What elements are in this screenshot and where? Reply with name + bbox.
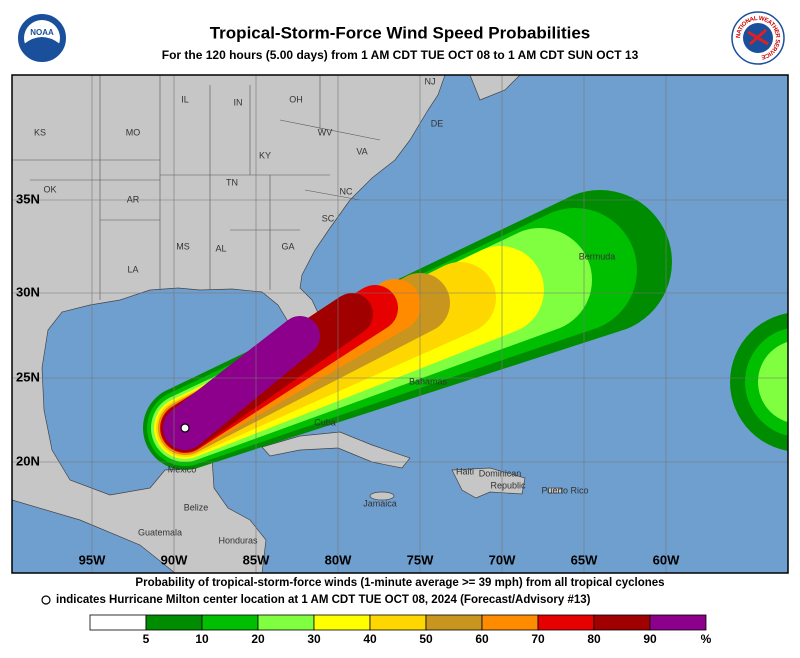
legend-swatch: [313, 614, 371, 631]
place-label: AR: [127, 194, 140, 204]
cuba: [261, 431, 411, 469]
legend-label: 40: [363, 632, 377, 646]
place-label: Puerto Rico: [541, 485, 588, 495]
place-label: Cuba: [314, 417, 336, 427]
title: Tropical-Storm-Force Wind Speed Probabil…: [210, 23, 591, 42]
lat-label: 25N: [16, 369, 40, 384]
lon-label: 80W: [325, 552, 352, 567]
place-label: OK: [43, 184, 56, 194]
lon-label: 70W: [489, 552, 516, 567]
place-label: Jamaica: [363, 498, 397, 508]
lon-label: 95W: [79, 552, 106, 567]
hispaniola: [451, 467, 526, 499]
place-label: IN: [234, 97, 243, 107]
place-label: TN: [226, 177, 238, 187]
legend-swatch: [649, 614, 707, 631]
legend-label: 20: [251, 632, 265, 646]
legend-label: 5: [143, 632, 150, 646]
lat-label: 35N: [16, 191, 40, 206]
place-label: AL: [215, 243, 226, 253]
probability-area: [758, 341, 788, 423]
place-label: MS: [176, 241, 190, 251]
map: KS MO IL IN OH WV VA KY TN NC AR OK SC MS AL GA LA NJ DE Be…: [12, 75, 788, 573]
legend-label: 50: [419, 632, 433, 646]
place-label: OH: [289, 94, 303, 104]
footer-line: Probability of tropical-storm-force wind…: [135, 577, 664, 589]
map-frame: [11, 74, 789, 574]
lat-label: 30N: [16, 284, 40, 299]
legend-label: 70: [531, 632, 545, 646]
legend-swatch: [425, 614, 483, 631]
storm-center: [180, 423, 190, 433]
place-label: Dominican: [479, 468, 522, 478]
place-label: Belize: [184, 502, 209, 512]
place-label: LA: [127, 264, 138, 274]
state-borders: [12, 75, 381, 300]
legend-swatch: [369, 614, 427, 631]
land: [12, 75, 446, 573]
place-label: Haiti: [456, 466, 474, 476]
puerto-rico: [547, 487, 563, 494]
lon-label: 75W: [407, 552, 434, 567]
lon-label: 65W: [571, 552, 598, 567]
footer-line: indicates Hurricane Milton center locati…: [56, 594, 591, 606]
place-label: VA: [356, 146, 367, 156]
place-label: KS: [34, 127, 46, 137]
jamaica: [369, 491, 395, 501]
legend-swatch: [201, 614, 259, 631]
place-label: IL: [181, 94, 189, 104]
place-label: GA: [281, 241, 294, 251]
legend-swatch: [89, 614, 147, 631]
legend-label: 60: [475, 632, 489, 646]
place-label: KY: [259, 150, 271, 160]
lon-label: 85W: [243, 552, 270, 567]
legend-swatch: [537, 614, 595, 631]
legend-swatch: [145, 614, 203, 631]
legend-swatch: [257, 614, 315, 631]
place-label: Republic: [490, 480, 526, 490]
logo-text: NOAA: [30, 28, 54, 37]
legend-marker: [41, 595, 51, 605]
legend-label: 90: [643, 632, 657, 646]
land: [469, 75, 521, 101]
nws-logo: NATIONAL WEATHER SERVICE: [731, 11, 785, 65]
lat-label: 20N: [16, 453, 40, 468]
place-label: WV: [318, 127, 333, 137]
place-label: Guatemala: [138, 527, 182, 537]
subtitle: For the 120 hours (5.00 days) from 1 AM …: [162, 48, 639, 62]
place-label: NJ: [425, 76, 436, 86]
legend-label: 30: [307, 632, 321, 646]
place-label: Honduras: [218, 535, 258, 545]
place-label: SC: [322, 213, 335, 223]
place-label: DE: [431, 118, 444, 128]
legend-swatch: [481, 614, 539, 631]
legend-label: 80: [587, 632, 601, 646]
place-label: Bermuda: [579, 251, 616, 261]
place-label: NC: [340, 186, 353, 196]
lon-label: 60W: [653, 552, 680, 567]
lon-label: 90W: [161, 552, 188, 567]
legend-swatch: [593, 614, 651, 631]
probability-area: [163, 316, 320, 450]
legend-unit: %: [701, 632, 712, 646]
place-label: Mexico: [168, 464, 197, 474]
place-label: MO: [126, 127, 141, 137]
place-label: Bahamas: [409, 376, 448, 386]
legend-label: 10: [195, 632, 209, 646]
noaa-logo: NOAA: [16, 12, 68, 64]
